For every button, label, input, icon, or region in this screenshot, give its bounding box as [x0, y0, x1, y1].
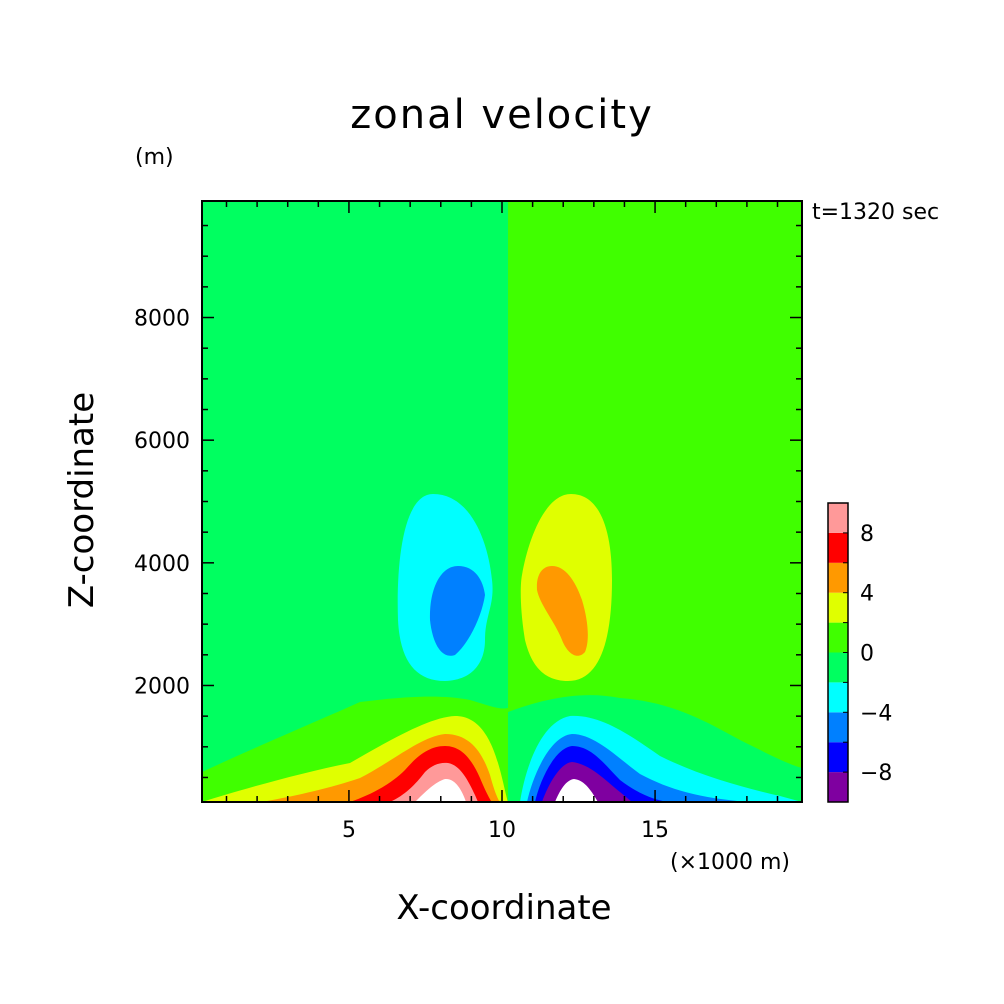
contour-right-band-white — [555, 779, 598, 802]
y-tick-label: 2000 — [134, 674, 190, 699]
colorbar-tick-label: 4 — [860, 582, 874, 607]
y-tick-label: 4000 — [134, 552, 190, 577]
contour-right-cell-orange — [536, 566, 588, 656]
colorbar-swatch — [828, 532, 848, 563]
colorbar-tick-label: −8 — [860, 761, 892, 786]
x-unit-label: (×1000 m) — [670, 850, 791, 875]
contour-left-cell-blue — [429, 566, 485, 656]
plot-area — [202, 201, 802, 802]
contour-left-band-white — [415, 778, 466, 802]
colorbar-swatch — [828, 503, 848, 533]
x-tick-label: 10 — [488, 818, 516, 843]
colorbar-swatch — [828, 682, 848, 713]
colorbar-swatch — [828, 562, 848, 593]
chart-title: zonal velocity — [350, 92, 654, 138]
y-unit-label: (m) — [135, 145, 174, 170]
time-label: t=1320 sec — [812, 200, 940, 225]
colorbar-tick-label: −4 — [860, 701, 892, 726]
colorbar-tick-label: 8 — [860, 522, 874, 547]
axis-ticks — [202, 201, 802, 802]
colorbar-swatch — [828, 622, 848, 653]
x-tick-label: 5 — [342, 818, 356, 843]
colorbar-swatch — [828, 742, 848, 773]
x-tick-label: 15 — [641, 818, 669, 843]
colorbar: −8 −4 0 4 8 — [827, 502, 892, 803]
axis-tick-labels: 5 10 15 2000 4000 6000 8000 — [134, 307, 669, 843]
colorbar-tick-label: 0 — [860, 642, 874, 667]
y-tick-label: 8000 — [134, 307, 190, 332]
colorbar-swatch — [828, 712, 848, 743]
y-tick-label: 6000 — [134, 429, 190, 454]
colorbar-swatch — [828, 592, 848, 623]
x-axis-label: X-coordinate — [396, 888, 612, 928]
colorbar-swatch — [828, 652, 848, 683]
colorbar-swatch — [828, 772, 848, 802]
